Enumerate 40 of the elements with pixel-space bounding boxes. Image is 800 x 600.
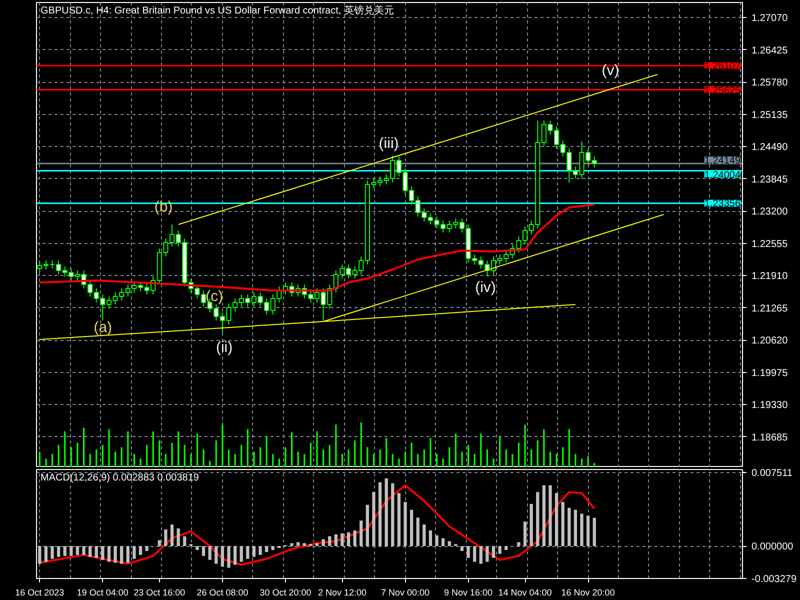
ref-line-label: 1.25625 [704,85,741,96]
y-tick-label: 1.24490 [752,142,788,153]
y-tick-label: 0.007511 [752,468,793,479]
y-tick-label: 1.21910 [752,271,788,282]
y-tick-label: 1.18685 [752,432,788,444]
annotation: (v) [602,62,620,79]
y-tick-label: 1.26425 [752,45,788,56]
annotation: (c) [206,288,224,305]
y-tick-label: 1.22555 [752,238,788,250]
annotation: (a) [94,319,112,336]
y-tick-label: 1.23845 [752,174,788,186]
x-tick-label: 16 Nov 20:00 [561,588,615,598]
x-tick-label: 30 Oct 20:00 [260,588,312,598]
y-tick-label: 1.21265 [752,303,788,314]
y-tick-label: 1.19975 [752,368,788,379]
annotation: (iv) [475,279,496,296]
x-tick-label: 26 Oct 08:00 [196,588,248,598]
x-tick-label: 23 Oct 16:00 [134,588,186,598]
y-tick-label: 1.19330 [752,400,788,411]
ref-line-label: 1.24149 [704,156,741,167]
annotation: (iii) [378,134,399,152]
y-tick-label: 1.25780 [752,78,788,88]
x-tick-label: 16 Oct 2023 [15,588,64,598]
y-tick-label: 0.000000 [752,542,794,553]
x-tick-label: 9 Nov 16:00 [444,588,493,598]
x-tick-label: 2 Nov 12:00 [318,588,367,598]
y-tick-label: 1.23200 [752,206,788,218]
x-tick-label: 19 Oct 04:00 [76,588,128,598]
annotation: (b) [154,198,173,216]
y-tick-label: 1.25135 [752,110,788,121]
y-tick-label: -0.003279 [752,574,797,585]
ref-line-label: 1.23356 [704,198,741,210]
ref-line-label: 1.24004 [704,170,741,181]
x-tick-label: 7 Nov 00:00 [380,588,430,598]
y-tick-label: 1.27070 [752,13,788,24]
annotation: (ii) [216,339,233,356]
y-tick-label: 1.20620 [752,336,788,346]
chart-title: MACD(12,26,9) 0.002883 0.003819 [40,472,200,484]
chart-title: GBPUSD.c, H4: Great Britain Pound vs US Dollar Forward contract, 英镑兑美元 [40,4,394,16]
x-tick-label: 14 Nov 04:00 [498,588,552,598]
